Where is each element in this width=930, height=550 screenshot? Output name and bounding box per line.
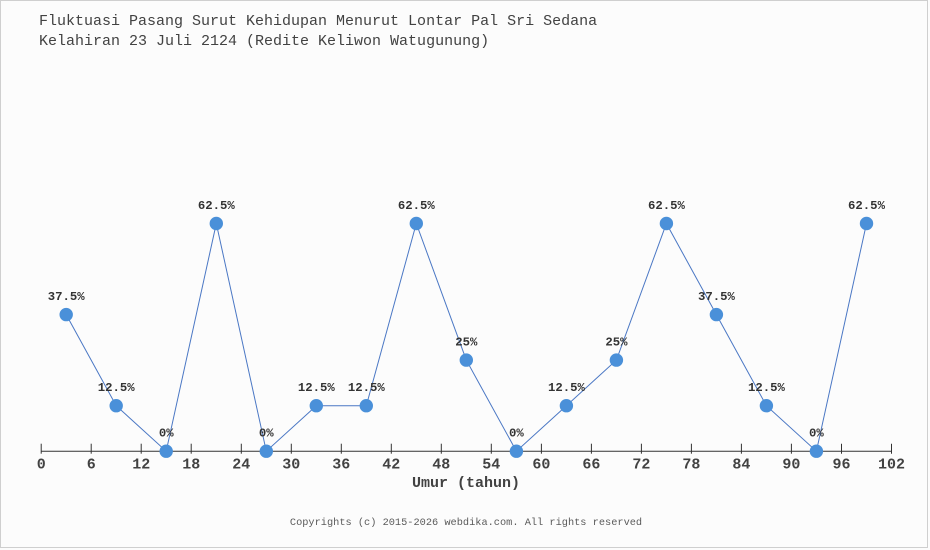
svg-text:62.5%: 62.5% [198, 199, 236, 213]
svg-text:36: 36 [332, 457, 350, 474]
svg-text:0%: 0% [809, 427, 824, 441]
svg-text:6: 6 [87, 457, 96, 474]
svg-text:0%: 0% [259, 427, 274, 441]
svg-text:54: 54 [482, 457, 500, 474]
svg-text:62.5%: 62.5% [648, 199, 686, 213]
svg-text:37.5%: 37.5% [48, 290, 86, 304]
svg-text:25%: 25% [605, 336, 628, 350]
svg-text:90: 90 [782, 457, 800, 474]
svg-text:62.5%: 62.5% [848, 199, 886, 213]
svg-text:102: 102 [878, 457, 905, 474]
svg-text:12.5%: 12.5% [348, 381, 386, 395]
svg-text:12.5%: 12.5% [98, 381, 136, 395]
svg-text:96: 96 [832, 457, 850, 474]
svg-text:25%: 25% [455, 336, 478, 350]
svg-text:12.5%: 12.5% [748, 381, 786, 395]
svg-text:24: 24 [232, 457, 250, 474]
svg-text:18: 18 [182, 457, 200, 474]
svg-text:0%: 0% [509, 427, 524, 441]
svg-text:30: 30 [282, 457, 300, 474]
svg-text:60: 60 [532, 457, 550, 474]
svg-text:84: 84 [732, 457, 750, 474]
svg-text:12: 12 [132, 457, 150, 474]
svg-text:78: 78 [682, 457, 700, 474]
svg-text:66: 66 [582, 457, 600, 474]
svg-text:0%: 0% [159, 427, 174, 441]
svg-text:48: 48 [432, 457, 450, 474]
svg-text:0: 0 [37, 457, 46, 474]
svg-text:72: 72 [632, 457, 650, 474]
svg-text:62.5%: 62.5% [398, 199, 436, 213]
svg-text:12.5%: 12.5% [548, 381, 586, 395]
svg-text:42: 42 [382, 457, 400, 474]
svg-text:37.5%: 37.5% [698, 290, 736, 304]
svg-text:12.5%: 12.5% [298, 381, 336, 395]
